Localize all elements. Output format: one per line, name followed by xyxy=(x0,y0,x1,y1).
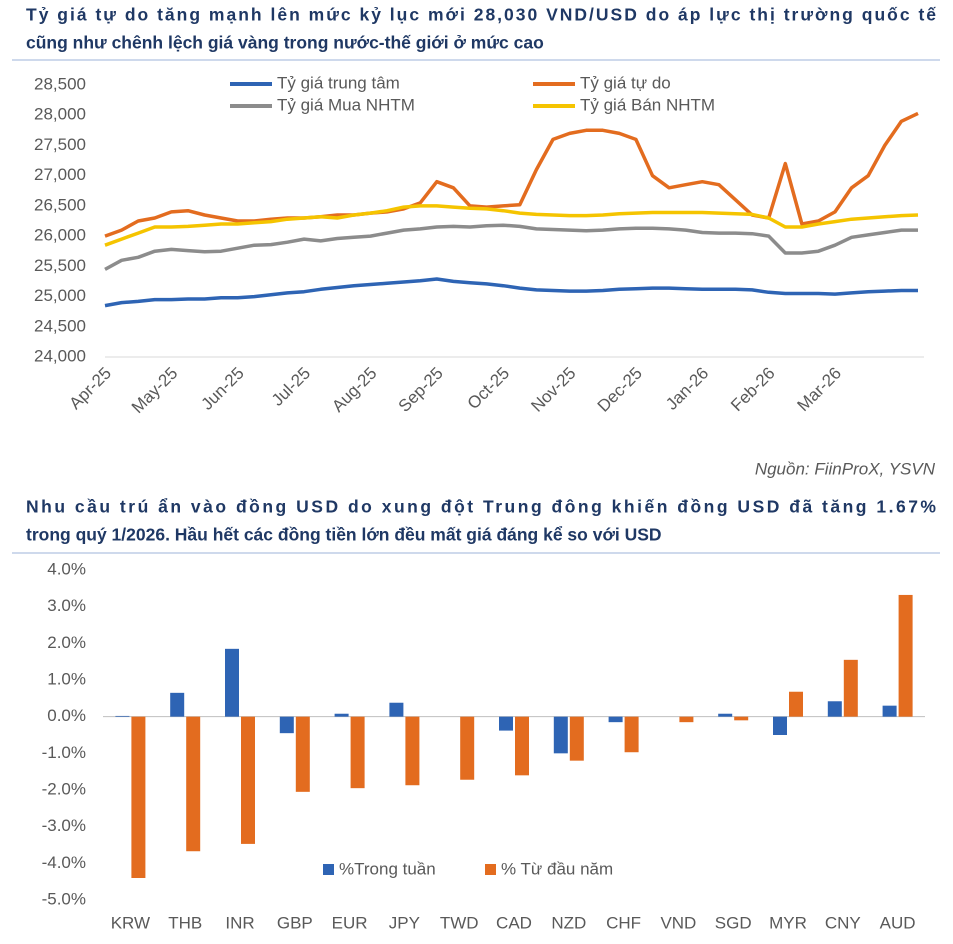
y-tick-label: -4.0% xyxy=(42,853,86,872)
x-tick-label: CNY xyxy=(825,913,861,932)
bar xyxy=(499,716,513,731)
y-tick-label: 0.0% xyxy=(47,706,86,725)
y-tick-label: 3.0% xyxy=(47,596,86,615)
x-tick-label: EUR xyxy=(332,913,368,932)
bar xyxy=(843,659,858,717)
y-tick-label: 1.0% xyxy=(47,669,86,688)
bar xyxy=(608,716,623,723)
legend-swatch xyxy=(485,864,496,875)
legend-label: Tỷ giá Mua NHTM xyxy=(277,95,415,114)
x-tick-label: SGD xyxy=(715,913,752,932)
y-tick-label: 24,000 xyxy=(34,346,86,365)
y-tick-label: 27,500 xyxy=(34,135,86,154)
y-tick-label: -1.0% xyxy=(42,743,86,762)
y-tick-label: -5.0% xyxy=(42,889,86,908)
line xyxy=(104,223,918,271)
bar xyxy=(898,594,913,717)
chart-title: trong quý 1/2026. Hầu hết các đồng tiền … xyxy=(26,525,662,545)
x-tick-label: Sep-25 xyxy=(395,364,447,416)
y-tick-label: 28,000 xyxy=(34,105,86,124)
x-tick-label: Jul-25 xyxy=(268,364,314,410)
x-tick-label: CAD xyxy=(496,913,532,932)
chart-title: cũng như chênh lệch giá vàng trong nước-… xyxy=(26,33,544,53)
bar xyxy=(186,716,201,852)
bar xyxy=(789,691,803,717)
y-tick-label: 25,500 xyxy=(34,256,86,275)
y-tick-label: -3.0% xyxy=(42,816,86,835)
y-tick-label: 25,000 xyxy=(34,286,86,305)
bar xyxy=(569,716,584,761)
chart-title: Nhu cầu trú ẩn vào đồng USD do xung đột … xyxy=(26,497,936,517)
bar xyxy=(279,716,294,734)
bar xyxy=(405,716,420,786)
bar xyxy=(679,716,694,723)
x-tick-label: JPY xyxy=(389,913,420,932)
y-tick-label: 27,000 xyxy=(34,165,86,184)
bar xyxy=(350,716,365,789)
y-tick-label: 4.0% xyxy=(47,559,86,578)
line xyxy=(104,111,919,238)
legend-label: Tỷ giá tự do xyxy=(580,73,671,92)
x-tick-label: Mar-26 xyxy=(794,364,846,416)
bar xyxy=(334,713,349,717)
x-tick-label: CHF xyxy=(606,913,641,932)
x-tick-label: INR xyxy=(225,913,254,932)
legend-label: % Từ đầu năm xyxy=(501,859,613,878)
x-tick-label: THB xyxy=(168,913,202,932)
bar xyxy=(718,713,733,717)
x-tick-label: TWD xyxy=(440,913,479,932)
y-tick-label: 26,500 xyxy=(34,195,86,214)
x-tick-label: Feb-26 xyxy=(727,364,779,416)
bar xyxy=(734,716,749,721)
x-tick-label: Aug-25 xyxy=(328,364,380,416)
y-tick-label: 2.0% xyxy=(47,633,86,652)
bar xyxy=(170,692,185,717)
x-tick-label: Nov-25 xyxy=(527,364,579,416)
bar xyxy=(225,648,239,717)
x-tick-label: GBP xyxy=(277,913,313,932)
bar xyxy=(882,705,897,717)
source: Nguồn: FiinProX, YSVN xyxy=(755,459,936,478)
x-tick-label: VND xyxy=(660,913,696,932)
bar xyxy=(295,716,310,792)
legend-label: %Trong tuần xyxy=(339,859,436,878)
bar xyxy=(389,702,404,717)
bar xyxy=(624,716,639,753)
x-tick-label: MYR xyxy=(769,913,807,932)
x-tick-label: KRW xyxy=(111,913,150,932)
y-tick-label: -2.0% xyxy=(42,779,86,798)
legend-label: Tỷ giá Bán NHTM xyxy=(580,95,715,114)
chart-title: Tỷ giá tự do tăng mạnh lên mức kỷ lục mớ… xyxy=(26,5,936,25)
bar xyxy=(241,716,255,844)
x-tick-label: Apr-25 xyxy=(65,364,115,414)
line xyxy=(104,204,919,247)
bar xyxy=(115,715,130,717)
bar xyxy=(131,716,146,878)
bar xyxy=(460,716,475,780)
line xyxy=(104,277,918,308)
y-tick-label: 26,000 xyxy=(34,226,86,245)
y-tick-label: 24,500 xyxy=(34,316,86,335)
bar xyxy=(827,701,842,717)
y-tick-label: 28,500 xyxy=(34,74,86,93)
bar xyxy=(773,716,787,735)
legend-label: Tỷ giá trung tâm xyxy=(277,73,400,92)
x-tick-label: Jun-25 xyxy=(198,364,248,414)
bar xyxy=(515,716,529,776)
legend-swatch xyxy=(323,864,334,875)
x-tick-label: AUD xyxy=(880,913,916,932)
x-tick-label: Dec-25 xyxy=(594,364,646,416)
x-tick-label: NZD xyxy=(551,913,586,932)
x-tick-label: Jan-26 xyxy=(662,364,712,414)
x-tick-label: May-25 xyxy=(128,364,182,418)
x-tick-label: Oct-25 xyxy=(464,364,514,414)
bar xyxy=(553,716,568,754)
